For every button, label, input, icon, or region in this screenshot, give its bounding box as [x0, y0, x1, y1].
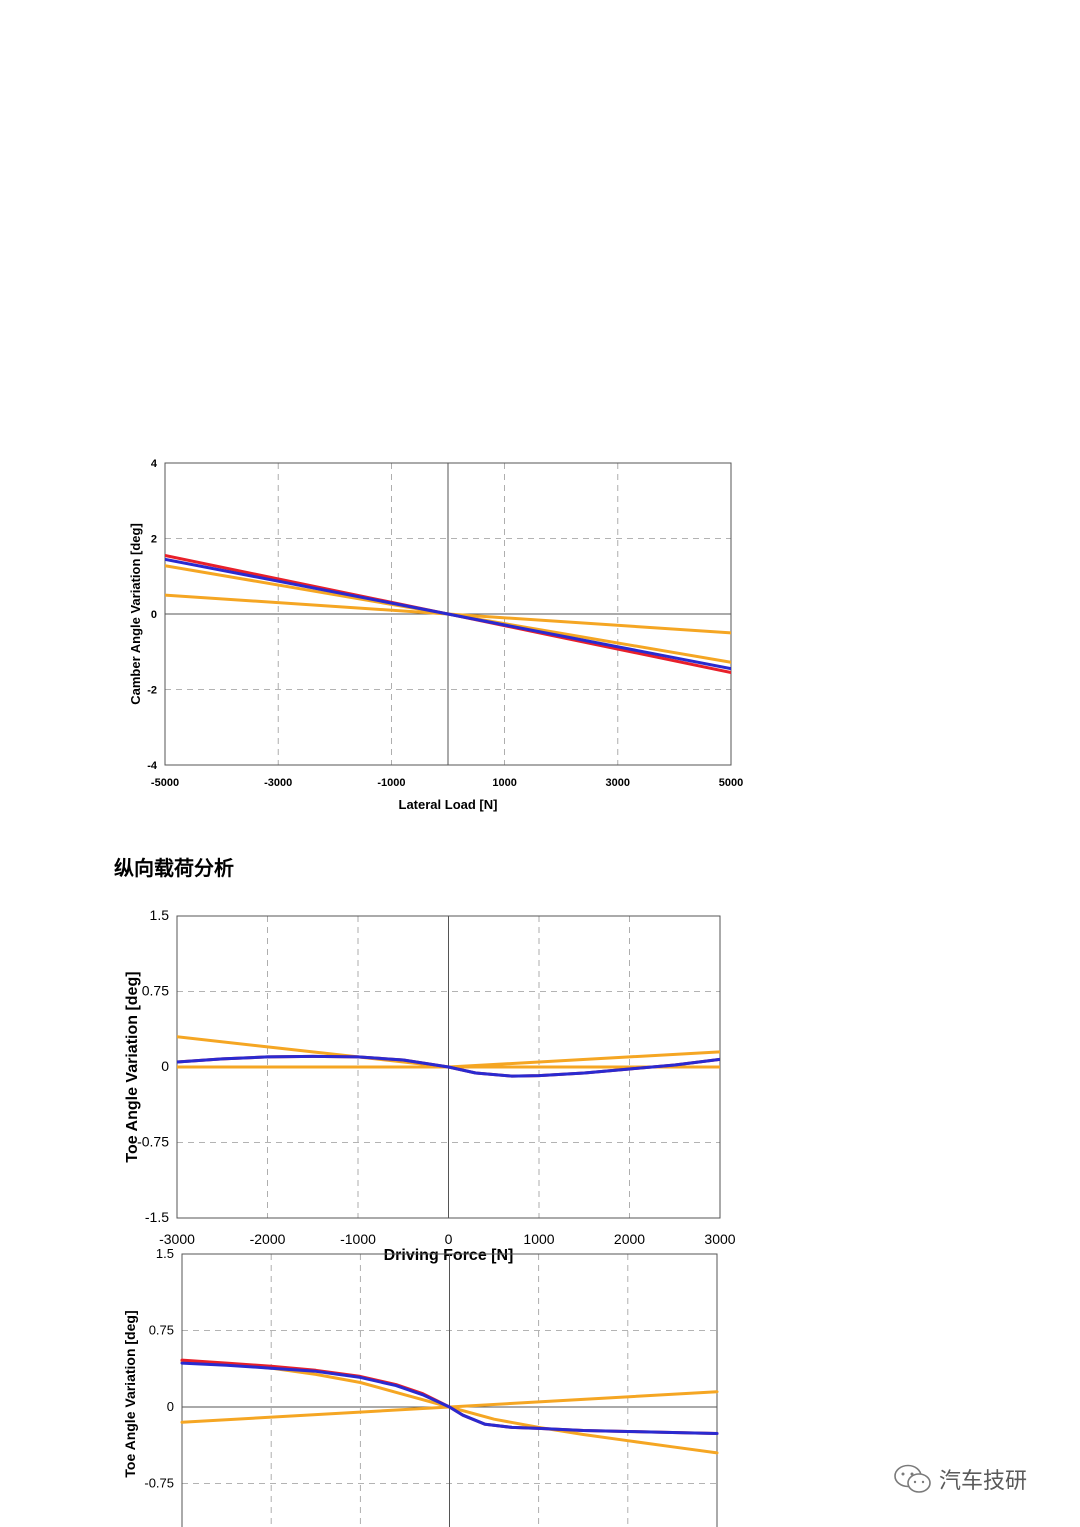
- x-tick-label: -3000: [159, 1231, 195, 1247]
- series-group: [165, 554, 731, 674]
- x-axis-label: Lateral Load [N]: [399, 797, 498, 812]
- series-line: [165, 557, 731, 671]
- y-axis-label: Toe Angle Variation [deg]: [122, 1310, 138, 1477]
- x-tick-label: -1000: [340, 1231, 376, 1247]
- y-tick-label: 0.75: [142, 983, 169, 999]
- y-tick-label: 0: [167, 1399, 174, 1414]
- watermark-text: 汽车技研: [939, 1469, 1028, 1494]
- x-tick-label: 1000: [523, 1231, 554, 1247]
- series-line: [177, 1054, 720, 1078]
- x-tick-label: -3000: [264, 777, 292, 789]
- y-tick-label: 4: [151, 458, 158, 470]
- x-tick-label: 3000: [704, 1231, 735, 1247]
- y-tick-label: 1.5: [150, 907, 170, 923]
- x-tick-label: -2000: [250, 1231, 286, 1247]
- x-tick-label: -1000: [377, 777, 405, 789]
- plot-frame: [164, 462, 732, 766]
- y-axis-label: Toe Angle Variation [deg]: [124, 971, 141, 1162]
- plot-frame: [181, 1253, 718, 1527]
- y-tick-label: -0.75: [137, 1134, 169, 1150]
- y-tick-label: 0: [151, 609, 157, 621]
- x-tick-label: -5000: [151, 777, 179, 789]
- series-group: [180, 1358, 719, 1455]
- series-line: [180, 1361, 719, 1435]
- x-tick-label: 1000: [492, 777, 516, 789]
- y-tick-label: 2: [151, 534, 157, 546]
- y-tick-label: -2: [147, 685, 157, 697]
- x-tick-label: 0: [445, 1231, 453, 1247]
- y-tick-label: -1.5: [145, 1209, 169, 1225]
- series-group: [177, 1035, 720, 1078]
- y-axis-label: Camber Angle Variation [deg]: [128, 523, 143, 705]
- x-axis-label: Driving Force [N]: [384, 1247, 514, 1264]
- y-tick-label: 1.5: [156, 1246, 174, 1261]
- section-heading: 纵向载荷分析: [114, 856, 234, 880]
- y-tick-label: 0.75: [149, 1323, 174, 1338]
- watermark: 汽车技研: [893, 1463, 1027, 1495]
- toe-braking-force-chart: -0.75 0 0.75 1.5 Toe Angle Variation [deg]: [122, 1246, 719, 1527]
- camber-lateral-load-chart: -4 -2 0 2 4 -5000 -3000 -1000 1000 3000 5000 Latera…: [128, 458, 743, 812]
- x-tick-label: 2000: [614, 1231, 645, 1247]
- wechat-icon: [894, 1464, 931, 1493]
- y-tick-label: -0.75: [144, 1476, 174, 1491]
- y-tick-label: -4: [147, 760, 158, 772]
- x-tick-label: 5000: [719, 777, 743, 789]
- y-tick-label: 0: [161, 1058, 169, 1074]
- x-tick-label: 3000: [606, 777, 630, 789]
